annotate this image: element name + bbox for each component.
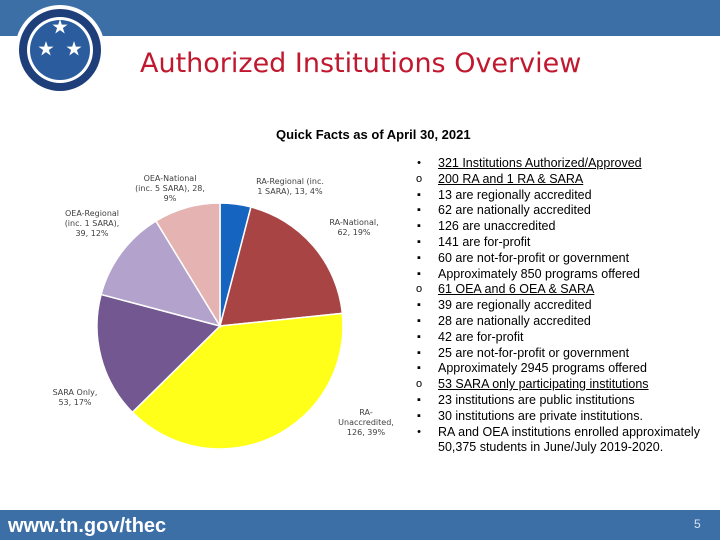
fact-text: 62 are nationally accredited	[438, 203, 591, 218]
quick-facts-list: • 321 Institutions Authorized/Approved o 20…	[410, 156, 710, 456]
fact-text: 61 OEA and 6 OEA & SARA	[438, 282, 595, 297]
fact-text: 200 RA and 1 RA & SARA	[438, 171, 584, 186]
fact-item: ▪ 60 are not-for-profit or government	[410, 251, 710, 267]
fact-text: 141 are for-profit	[438, 234, 531, 249]
pie-label-ra-unaccredited: RA-Unaccredited, 126, 39%	[338, 408, 394, 437]
pie-slice-oea-regional	[100, 219, 222, 328]
fact-item: • 321 Institutions Authorized/Approved	[410, 156, 710, 172]
bullet-marker: ▪	[417, 299, 421, 312]
fact-item: ▪ Approximately 850 programs offered	[410, 267, 710, 283]
bullet-marker: ▪	[417, 267, 421, 280]
fact-item: o 53 SARA only participating institutions	[410, 377, 710, 393]
fact-text: 30 institutions are private institutions…	[438, 408, 643, 423]
fact-item: ▪ 25 are not-for-profit or government	[410, 346, 710, 362]
pie-label-oea-regional: OEA-Regional (inc. 1 SARA), 39, 12%	[64, 209, 120, 238]
pie-label-sara-only: SARA Only, 53, 17%	[52, 388, 98, 407]
fact-item: • RA and OEA institutions enrolled approx…	[410, 425, 710, 457]
fact-item: ▪ 141 are for-profit	[410, 235, 710, 251]
fact-text: 25 are not-for-profit or government	[438, 345, 630, 360]
bullet-marker: o	[415, 283, 423, 296]
bullet-marker: o	[415, 378, 423, 391]
bullet-marker: o	[415, 172, 423, 185]
pie-label-ra-regional: RA-Regional (inc. 1 SARA), 13, 4%	[256, 177, 324, 196]
fact-item: ▪ 28 are nationally accredited	[410, 314, 710, 330]
bullet-marker: •	[417, 425, 421, 438]
pie-slice-ra-unaccredited	[131, 312, 344, 450]
bullet-marker: ▪	[417, 346, 421, 359]
bullet-marker: ▪	[417, 330, 421, 343]
bullet-marker: ▪	[417, 251, 421, 264]
fact-item: ▪ Approximately 2945 programs offered	[410, 361, 710, 377]
fact-text: 321 Institutions Authorized/Approved	[438, 156, 642, 170]
bullet-marker: •	[417, 157, 421, 169]
fact-item: o 200 RA and 1 RA & SARA	[410, 172, 710, 188]
pie-slice-oea-national	[154, 202, 221, 329]
fact-text: 42 are for-profit	[438, 329, 524, 344]
fact-item: ▪ 30 institutions are private institution…	[410, 409, 710, 425]
fact-text: RA and OEA institutions enrolled approxi…	[438, 424, 700, 455]
chart-heading: Quick Facts as of April 30, 2021	[276, 127, 471, 142]
fact-item: ▪ 42 are for-profit	[410, 330, 710, 346]
top-bar	[0, 0, 720, 36]
fact-text: 53 SARA only participating institutions	[438, 377, 649, 392]
pie-slice-ra-national	[219, 206, 344, 327]
page-number: 5	[694, 517, 701, 531]
fact-text: 126 are unaccredited	[438, 219, 556, 234]
fact-text: Approximately 2945 programs offered	[438, 361, 647, 376]
pie-label-ra-national: RA-National, 62, 19%	[329, 218, 379, 237]
fact-text: 39 are regionally accredited	[438, 298, 592, 313]
page-title: Authorized Institutions Overview	[140, 48, 582, 79]
fact-item: o 61 OEA and 6 OEA & SARA	[410, 282, 710, 298]
bullet-marker: ▪	[417, 235, 421, 248]
tennessee-tristar-logo-icon	[15, 5, 105, 95]
fact-item: ▪ 23 institutions are public institutions	[410, 393, 710, 409]
fact-item: ▪ 126 are unaccredited	[410, 219, 710, 235]
bullet-marker: ▪	[417, 188, 421, 201]
bullet-marker: ▪	[417, 409, 421, 422]
pie-slice-sara-only	[96, 293, 222, 414]
fact-item: ▪ 62 are nationally accredited	[410, 203, 710, 219]
fact-text: 60 are not-for-profit or government	[438, 250, 630, 265]
fact-text: 28 are nationally accredited	[438, 313, 591, 328]
fact-text: Approximately 850 programs offered	[438, 266, 640, 281]
fact-item: ▪ 39 are regionally accredited	[410, 298, 710, 314]
footer-url: www.tn.gov/thec	[8, 515, 167, 537]
fact-text: 23 institutions are public institutions	[438, 392, 635, 407]
bullet-marker: ▪	[417, 362, 421, 375]
bullet-marker: ▪	[417, 393, 421, 406]
footer-bar	[0, 510, 720, 540]
fact-text: 13 are regionally accredited	[438, 187, 592, 202]
bullet-marker: ▪	[417, 204, 421, 217]
fact-item: ▪ 13 are regionally accredited	[410, 188, 710, 204]
bullet-marker: ▪	[417, 220, 421, 233]
pie-label-oea-national: OEA-National (inc. 5 SARA), 28, 9%	[135, 174, 205, 203]
bullet-marker: ▪	[417, 314, 421, 327]
